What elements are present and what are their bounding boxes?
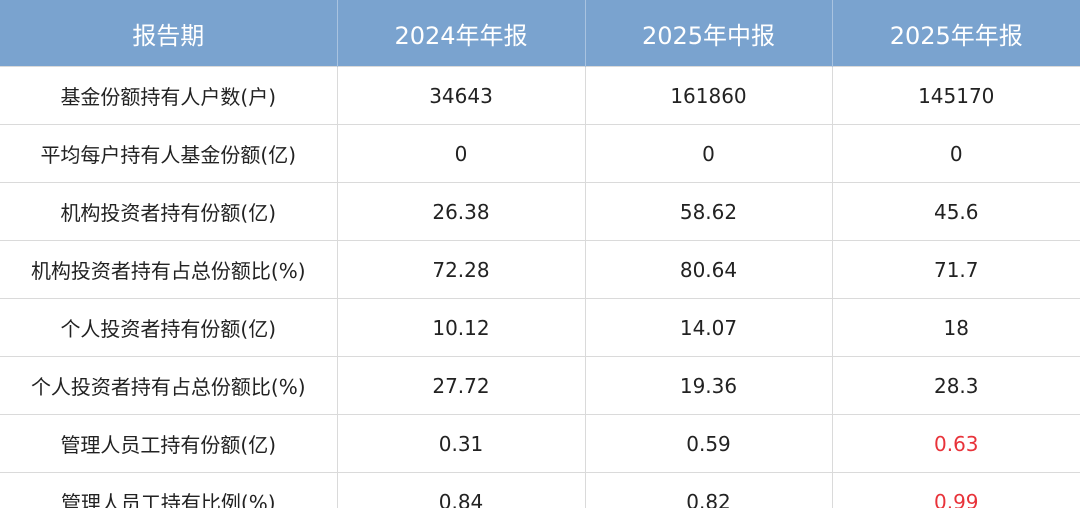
header-cell: 2025年中报 — [585, 0, 833, 67]
table-row: 个人投资者持有占总份额比(%) 27.72 19.36 28.3 — [0, 356, 1080, 415]
value-cell: 27.72 — [336, 356, 586, 415]
value-cell: 19.36 — [584, 356, 833, 415]
value-cell: 14.07 — [584, 298, 833, 357]
row-label: 管理人员工持有比例(%) — [0, 472, 338, 508]
value-cell: 71.7 — [831, 240, 1080, 299]
value-cell: 0 — [584, 124, 833, 183]
value-cell: 26.38 — [336, 182, 586, 241]
value-cell: 0.59 — [584, 414, 833, 473]
value-cell: 161860 — [584, 66, 833, 125]
value-cell: 80.64 — [584, 240, 833, 299]
row-label: 基金份额持有人户数(户) — [0, 66, 338, 125]
value-cell: 58.62 — [584, 182, 833, 241]
value-cell: 34643 — [336, 66, 586, 125]
row-label: 机构投资者持有占总份额比(%) — [0, 240, 338, 299]
table-row: 管理人员工持有份额(亿) 0.31 0.59 0.63 — [0, 414, 1080, 473]
value-cell: 28.3 — [831, 356, 1080, 415]
value-cell: 18 — [831, 298, 1080, 357]
table-row: 机构投资者持有占总份额比(%) 72.28 80.64 71.7 — [0, 240, 1080, 299]
value-cell: 0.31 — [336, 414, 586, 473]
value-cell: 72.28 — [336, 240, 586, 299]
value-cell: 10.12 — [336, 298, 586, 357]
row-label: 平均每户持有人基金份额(亿) — [0, 124, 338, 183]
value-cell: 0 — [831, 124, 1080, 183]
table-row: 管理人员工持有比例(%) 0.84 0.82 0.99 — [0, 472, 1080, 508]
header-cell: 2025年年报 — [889, 21, 1023, 50]
header-row: 报告期 2024年年报 2025年中报 2025年年报 — [0, 0, 1080, 67]
value-cell: 0.99 — [831, 472, 1080, 508]
value-cell: 0.84 — [336, 472, 586, 508]
table-row: 个人投资者持有份额(亿) 10.12 14.07 18 — [0, 298, 1080, 357]
value-cell: 0.63 — [831, 414, 1080, 473]
row-label: 个人投资者持有占总份额比(%) — [0, 356, 338, 415]
value-cell: 45.6 — [831, 182, 1080, 241]
table-row: 基金份额持有人户数(户) 34643 161860 145170 — [0, 66, 1080, 125]
row-label: 机构投资者持有份额(亿) — [0, 182, 338, 241]
table-body: 基金份额持有人户数(户) 34643 161860 145170 平均每户持有人基金份额… — [0, 66, 1080, 508]
value-cell: 0 — [336, 124, 586, 183]
value-cell: 0.82 — [584, 472, 833, 508]
table-row: 机构投资者持有份额(亿) 26.38 58.62 45.6 — [0, 182, 1080, 241]
row-label: 个人投资者持有份额(亿) — [0, 298, 338, 357]
table-row: 平均每户持有人基金份额(亿) 0 0 0 — [0, 124, 1080, 183]
value-cell: 145170 — [831, 66, 1080, 125]
header-cell: 报告期 — [0, 0, 338, 67]
row-label: 管理人员工持有份额(亿) — [0, 414, 338, 473]
header-cell: 2024年年报 — [337, 0, 586, 67]
